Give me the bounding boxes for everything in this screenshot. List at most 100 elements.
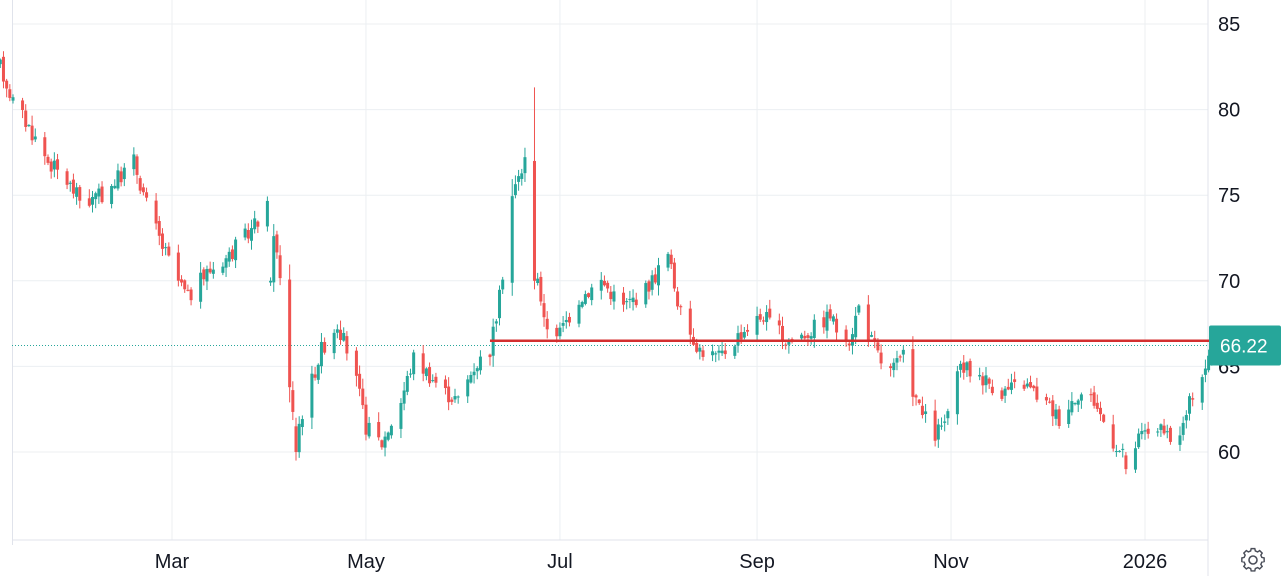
candle (278, 245, 282, 286)
candle (253, 210, 257, 234)
candle-body (364, 404, 368, 435)
candle-body (186, 289, 190, 291)
candle (1, 51, 5, 89)
candle-body (421, 353, 425, 374)
candle (27, 124, 31, 128)
candle (1051, 395, 1055, 427)
candle-body (33, 136, 37, 140)
candle (1133, 441, 1137, 473)
candle-body (399, 402, 403, 429)
candle-body (1092, 392, 1096, 406)
candle (332, 329, 336, 360)
candle-body (539, 276, 543, 302)
candle-body (1051, 400, 1055, 417)
candle (354, 347, 358, 387)
candle (1184, 410, 1188, 429)
candle-body (412, 352, 416, 375)
candle-body (835, 318, 839, 333)
candle (558, 322, 562, 340)
candle (1124, 452, 1128, 475)
candle (405, 370, 409, 396)
candle-body (167, 246, 171, 256)
settings-button[interactable] (1238, 545, 1268, 575)
candle-body (981, 376, 985, 386)
candle-body (695, 342, 699, 352)
candle (990, 379, 994, 396)
candle-body (183, 280, 187, 290)
last-price-badge: 66.22 (1209, 325, 1281, 366)
candle (221, 262, 225, 276)
candle (561, 316, 565, 333)
candle (676, 286, 680, 310)
candle-body (1022, 384, 1026, 389)
candle (835, 313, 839, 342)
candle (520, 168, 524, 186)
candle-body (354, 350, 358, 376)
last-price-badge-bg (1209, 325, 1281, 366)
candle-body (669, 254, 673, 265)
candle-body (472, 371, 476, 376)
candle-body (300, 419, 304, 428)
candle (1191, 392, 1195, 407)
time-axis: Mar May Jul Sep Nov 2026 (155, 551, 1167, 573)
candle (157, 216, 161, 246)
candle-body (24, 110, 28, 127)
candle (469, 371, 473, 384)
candle-body (294, 426, 298, 452)
candle (653, 267, 657, 285)
candle-body (634, 299, 638, 306)
y-tick-label: 70 (1218, 271, 1240, 293)
candle-body (291, 390, 295, 412)
candle (160, 228, 164, 256)
candle-body (1111, 424, 1115, 449)
candle (984, 367, 988, 393)
candle-body (657, 265, 660, 286)
candle (1044, 393, 1048, 405)
candle (478, 350, 482, 375)
candle-body (1178, 435, 1182, 445)
candle (1162, 418, 1166, 436)
candle (269, 277, 273, 286)
candle (428, 362, 432, 387)
candle (361, 378, 365, 409)
candle-body (758, 314, 762, 320)
candle (234, 236, 238, 269)
candle-body (68, 182, 72, 184)
candle-body (1029, 382, 1033, 388)
candle-body (968, 360, 972, 377)
candle-body (246, 229, 250, 239)
candle-body (1003, 388, 1007, 396)
candle-body (987, 378, 991, 384)
candle (879, 344, 883, 370)
candle (920, 396, 924, 419)
candle-body (447, 386, 451, 403)
candle-body (157, 221, 161, 236)
candle (711, 344, 715, 362)
candle (249, 219, 253, 250)
candle (567, 312, 571, 327)
candle (532, 87, 536, 290)
candle-body (383, 436, 387, 448)
candle (11, 94, 15, 104)
candle-body (567, 316, 571, 323)
plot-area-left-border (12, 0, 13, 545)
candle (145, 187, 149, 202)
candle (97, 183, 101, 204)
candle (523, 147, 527, 182)
candle-body (176, 252, 180, 281)
candle (421, 345, 425, 382)
candle-body (828, 309, 832, 319)
candle (475, 366, 479, 380)
candle-body (110, 185, 114, 204)
candle (625, 298, 629, 310)
candle-body (1168, 427, 1172, 442)
candle (224, 254, 228, 277)
candle (494, 319, 498, 332)
candle-body (561, 323, 565, 326)
candle-body (256, 221, 260, 227)
candle-body (1006, 386, 1010, 390)
x-tick-label: 2026 (1123, 551, 1168, 573)
candle (49, 158, 53, 179)
candle-body (650, 275, 654, 290)
